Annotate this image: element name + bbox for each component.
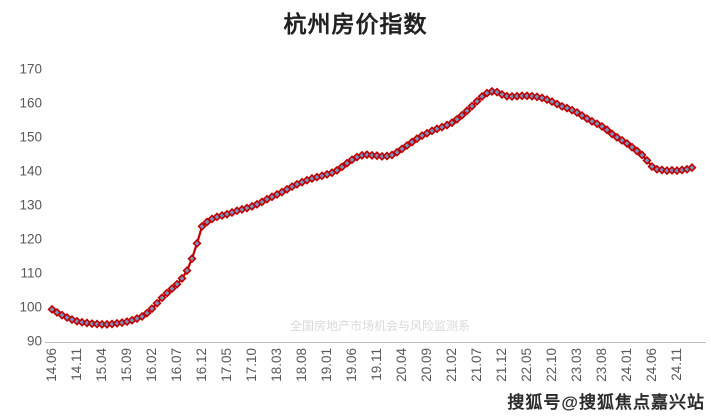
data-point-marker bbox=[157, 293, 167, 303]
data-point-marker bbox=[192, 238, 202, 248]
data-point-marker bbox=[607, 129, 617, 139]
x-axis-tick-label: 17.10 bbox=[244, 348, 259, 382]
data-point-marker bbox=[77, 317, 87, 327]
data-point-marker bbox=[617, 135, 627, 145]
data-point-marker bbox=[537, 93, 547, 103]
data-point-marker bbox=[162, 288, 172, 298]
data-point-marker bbox=[167, 284, 177, 294]
x-axis-tick-label: 16.02 bbox=[144, 348, 159, 382]
data-point-marker bbox=[622, 138, 632, 148]
data-point-marker bbox=[187, 254, 197, 264]
sohu-watermark: 搜狐号@搜狐焦点嘉兴站 bbox=[507, 393, 705, 412]
data-point-marker bbox=[332, 165, 342, 175]
x-axis-tick-label: 21.12 bbox=[494, 348, 509, 382]
x-axis-tick-label: 19.06 bbox=[344, 348, 359, 382]
x-axis-tick-label: 23.08 bbox=[594, 348, 609, 382]
data-point-marker bbox=[492, 87, 502, 97]
data-point-marker bbox=[597, 121, 607, 131]
data-point-marker bbox=[577, 111, 587, 121]
data-point-marker bbox=[687, 163, 697, 173]
x-axis-tick-label: 21.02 bbox=[444, 348, 459, 382]
data-point-marker bbox=[392, 147, 402, 157]
data-point-marker bbox=[632, 146, 642, 156]
x-axis-tick-label: 18.03 bbox=[269, 348, 284, 382]
data-point-marker bbox=[447, 118, 457, 128]
data-point-marker bbox=[147, 304, 157, 314]
x-axis-tick-label: 24.11 bbox=[669, 348, 684, 381]
x-axis-tick-label: 24.06 bbox=[644, 348, 659, 382]
x-axis-tick-label: 15.09 bbox=[119, 348, 134, 382]
data-point-marker bbox=[182, 266, 192, 276]
x-axis-tick-label: 21.07 bbox=[469, 348, 484, 382]
y-axis-tick-label: 110 bbox=[20, 266, 42, 281]
x-axis-tick-label: 15.04 bbox=[94, 348, 109, 382]
data-point-marker bbox=[397, 144, 407, 154]
x-axis-tick-label: 18.08 bbox=[294, 348, 309, 382]
data-point-marker bbox=[627, 142, 637, 152]
x-axis-tick-label: 23.03 bbox=[569, 348, 584, 382]
data-point-marker bbox=[557, 101, 567, 111]
data-point-marker bbox=[637, 150, 647, 160]
x-axis-tick-label: 24.01 bbox=[619, 348, 634, 382]
data-point-marker bbox=[612, 132, 622, 142]
x-axis-tick-label: 20.09 bbox=[419, 348, 434, 382]
data-point-marker bbox=[47, 304, 57, 314]
y-axis-tick-label: 150 bbox=[19, 130, 42, 145]
data-point-marker bbox=[152, 298, 162, 308]
data-point-marker bbox=[472, 96, 482, 106]
data-point-marker bbox=[587, 116, 597, 126]
data-point-marker bbox=[487, 86, 497, 96]
data-point-marker bbox=[197, 221, 207, 231]
data-point-marker bbox=[642, 155, 652, 165]
y-axis-tick-label: 120 bbox=[19, 232, 42, 247]
y-axis-tick-label: 160 bbox=[19, 96, 42, 111]
x-axis-tick-label: 22.10 bbox=[544, 348, 559, 382]
data-point-marker bbox=[412, 134, 422, 144]
data-point-marker bbox=[177, 273, 187, 283]
data-point-marker bbox=[372, 151, 382, 161]
data-point-marker bbox=[477, 91, 487, 102]
data-point-marker bbox=[202, 217, 212, 227]
center-watermark: 全国房地产市场机会与风险监测系 bbox=[289, 319, 470, 333]
x-axis-tick-label: 19.01 bbox=[319, 348, 334, 382]
y-axis-tick-label: 140 bbox=[19, 164, 42, 179]
x-axis-tick-label: 17.05 bbox=[219, 348, 234, 382]
data-point-marker bbox=[82, 318, 92, 328]
data-point-marker bbox=[457, 110, 467, 120]
x-axis-tick-label: 16.12 bbox=[194, 348, 209, 382]
data-point-marker bbox=[362, 150, 372, 160]
x-axis-tick-label: 16.07 bbox=[169, 348, 184, 382]
data-point-marker bbox=[67, 315, 77, 325]
chart-title: 杭州房价指数 bbox=[283, 11, 428, 37]
x-axis-tick-label: 14.11 bbox=[69, 348, 84, 381]
data-point-marker bbox=[497, 89, 507, 100]
data-point-marker bbox=[462, 106, 472, 116]
data-point-marker bbox=[137, 311, 147, 322]
x-axis-tick-label: 20.04 bbox=[394, 348, 409, 382]
x-axis-tick-label: 19.11 bbox=[369, 348, 384, 381]
data-point-marker bbox=[142, 308, 152, 318]
data-point-marker bbox=[407, 137, 417, 147]
data-point-marker bbox=[602, 125, 612, 135]
x-axis-tick-label: 22.05 bbox=[519, 348, 534, 382]
y-axis-tick-label: 90 bbox=[27, 334, 42, 349]
data-point-marker bbox=[402, 140, 412, 151]
data-point-marker bbox=[342, 158, 352, 168]
y-axis-tick-label: 170 bbox=[19, 62, 42, 77]
y-axis-tick-label: 100 bbox=[19, 300, 42, 315]
y-axis-tick-label: 130 bbox=[19, 198, 42, 213]
data-point-marker bbox=[337, 162, 347, 172]
data-point-marker bbox=[467, 101, 477, 111]
x-axis-tick-label: 14.06 bbox=[44, 348, 59, 382]
data-point-marker bbox=[572, 107, 582, 118]
data-point-marker bbox=[452, 114, 462, 124]
data-point-marker bbox=[172, 279, 182, 289]
